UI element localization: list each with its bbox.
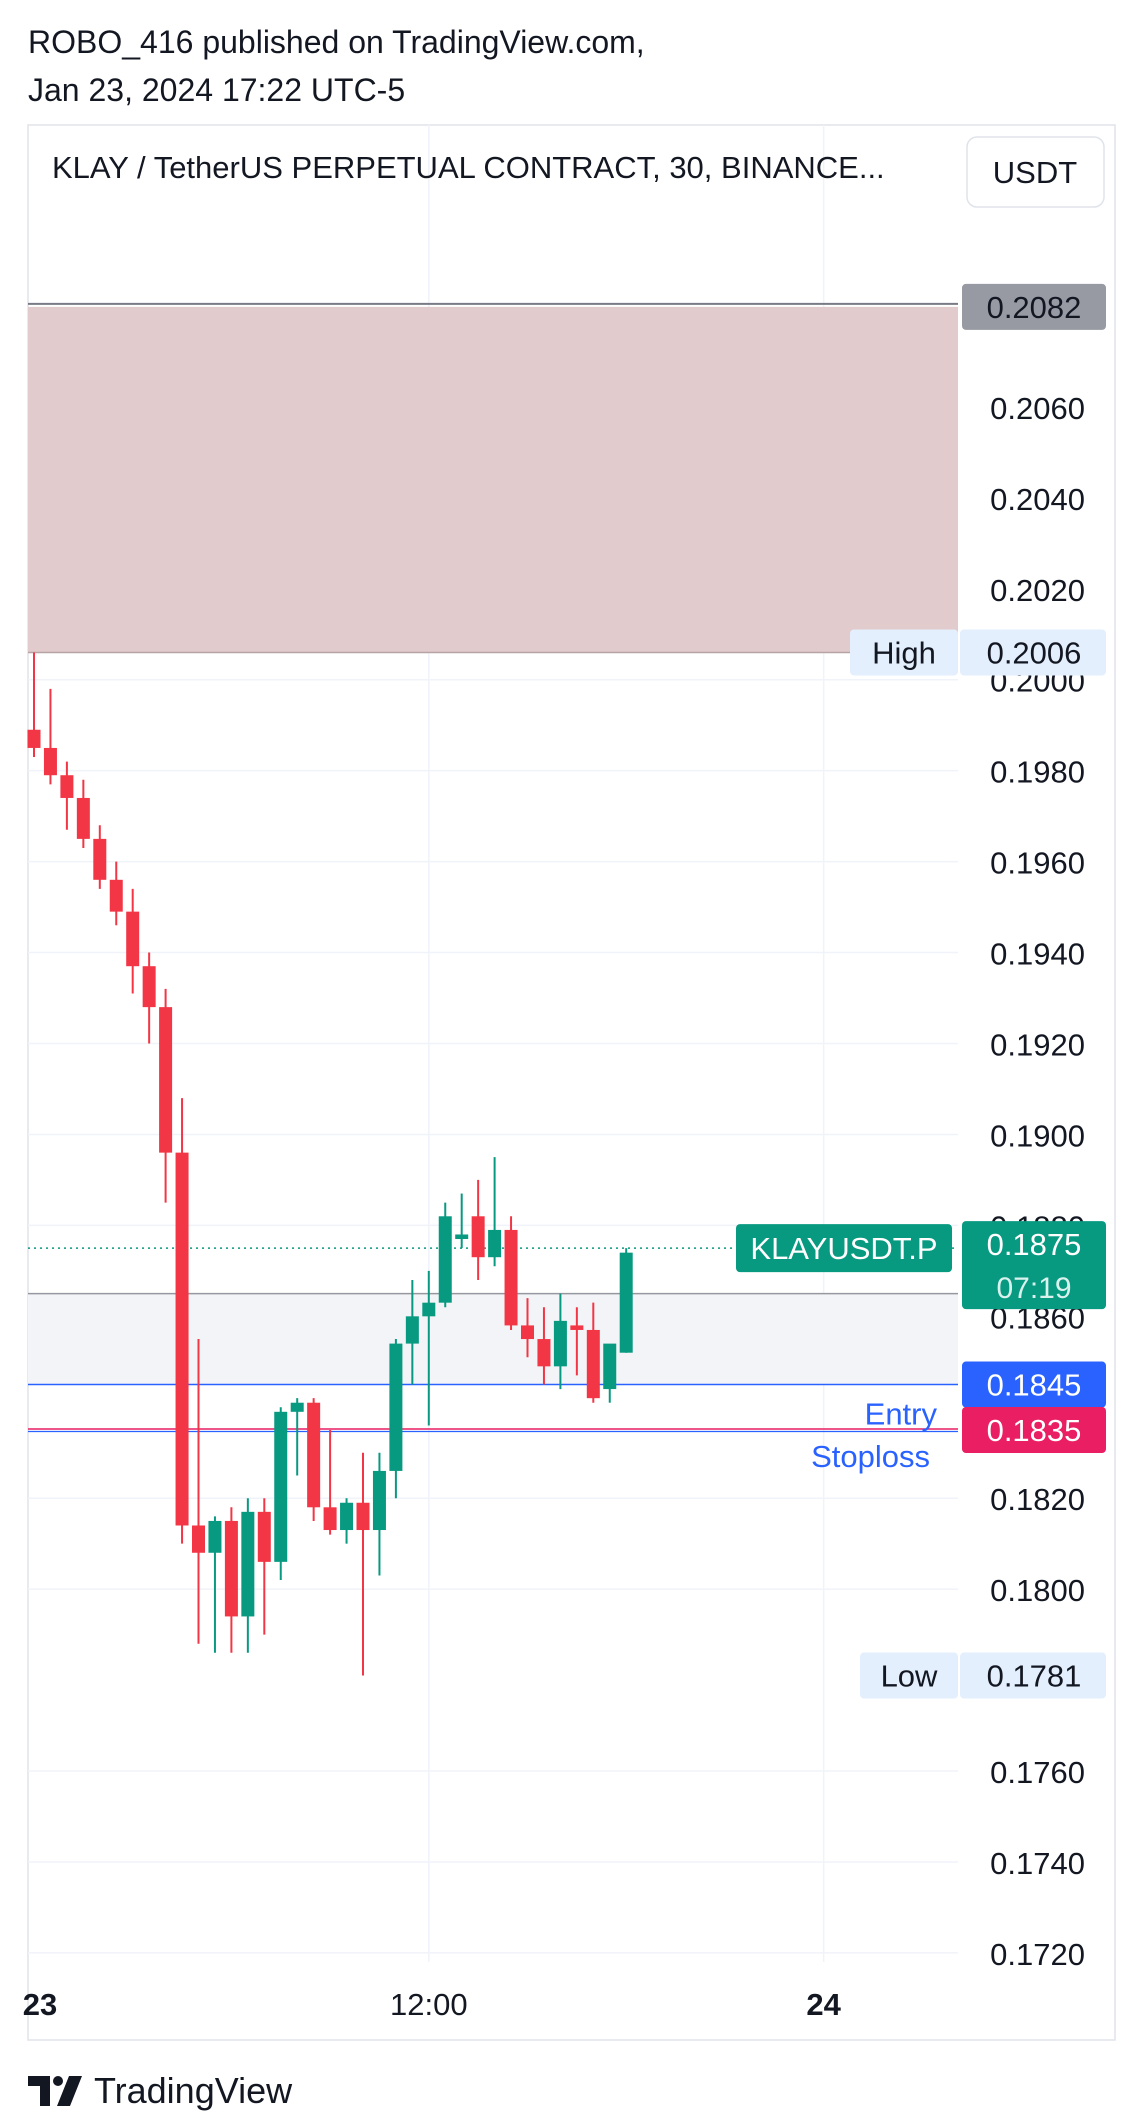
x-tick-label: 12:00: [390, 1987, 468, 2022]
stoploss-label: Stoploss: [811, 1439, 930, 1474]
y-tick-label: 0.1800: [990, 1573, 1085, 1608]
y-tick-label: 0.2060: [990, 391, 1085, 426]
time-axis: 23 12:00 24: [23, 1987, 842, 2022]
y-tick-label: 0.2040: [990, 482, 1085, 517]
candle: [619, 1252, 633, 1353]
price-label: [962, 1406, 1106, 1453]
candle: [455, 1234, 469, 1240]
candle: [192, 1525, 205, 1553]
y-tick-label: 0.1960: [990, 846, 1085, 881]
price-label: [962, 1361, 1106, 1408]
price-label: [962, 1221, 1106, 1310]
candle: [537, 1339, 551, 1367]
candle: [109, 879, 123, 912]
candle: [471, 1216, 485, 1258]
marker-value: 0.2006: [987, 635, 1082, 670]
y-tick-label: 0.1940: [990, 937, 1085, 972]
candle: [405, 1316, 419, 1344]
y-tick-label: 0.1900: [990, 1118, 1085, 1153]
candle: [389, 1343, 403, 1471]
candle: [60, 775, 74, 798]
candle: [323, 1507, 337, 1531]
candle: [175, 1152, 189, 1526]
candle: [257, 1511, 271, 1562]
symbol-label: KLAYUSDT.P: [750, 1231, 937, 1266]
price-label-value: 0.1875: [987, 1227, 1082, 1262]
marker-name-bg: [860, 1652, 958, 1699]
tradingview-brand: TradingView: [94, 2070, 293, 2111]
marker-value: 0.1781: [987, 1659, 1082, 1694]
y-tick-label: 0.2020: [990, 573, 1085, 608]
y-tick-label: 0.1920: [990, 1028, 1085, 1063]
y-tick-label: 0.1740: [990, 1846, 1085, 1881]
marker-name: High: [872, 635, 936, 670]
y-tick-label: 0.1820: [990, 1482, 1085, 1517]
candle: [93, 838, 107, 880]
chart-title: KLAY / TetherUS PERPETUAL CONTRACT, 30, …: [52, 150, 885, 185]
entry-label: Entry: [865, 1397, 938, 1432]
candle: [356, 1502, 370, 1531]
candles: [27, 652, 633, 1676]
countdown-label: 07:19: [996, 1272, 1071, 1305]
publish-date: Jan 23, 2024 17:22 UTC-5: [28, 72, 406, 108]
marker-name: Low: [881, 1659, 938, 1694]
tradingview-logo[interactable]: TradingView: [28, 2070, 292, 2112]
candle: [241, 1511, 255, 1617]
currency-button[interactable]: [966, 136, 1105, 208]
price-axis: 0.20600.20400.20200.20000.19800.19600.19…: [990, 391, 1085, 1972]
candle: [553, 1320, 567, 1367]
x-tick-label: 23: [23, 1987, 57, 2022]
candle: [126, 911, 140, 967]
candle: [159, 1007, 173, 1153]
candle: [488, 1229, 502, 1258]
y-tick-label: 0.1760: [990, 1755, 1085, 1790]
marker-name-bg: [850, 629, 958, 676]
candle: [422, 1302, 436, 1317]
candle: [570, 1325, 584, 1330]
chart-frame: [27, 124, 1116, 2041]
publisher-line: ROBO_416 published on TradingView.com,: [28, 24, 645, 60]
y-tick-label: 0.1720: [990, 1937, 1085, 1972]
candle: [27, 729, 41, 748]
candle: [274, 1411, 288, 1562]
candle: [438, 1216, 452, 1303]
price-label-value: 0.1845: [987, 1368, 1082, 1403]
candle: [307, 1402, 321, 1508]
candle: [290, 1402, 304, 1412]
candle: [372, 1470, 386, 1531]
candle: [586, 1329, 600, 1399]
symbol-label-bg: [736, 1224, 952, 1273]
candle: [340, 1502, 354, 1531]
y-tick-label: 0.1980: [990, 755, 1085, 790]
candle: [208, 1520, 222, 1553]
marker-value-bg: [960, 1652, 1106, 1699]
currency-label: USDT: [993, 155, 1077, 190]
range-box: [28, 1293, 958, 1385]
price-label-value: 0.1835: [987, 1413, 1082, 1448]
candle: [76, 797, 90, 839]
tradingview-logo-icon: [28, 2076, 82, 2106]
price-label-value: 0.2082: [987, 290, 1082, 325]
candle: [521, 1325, 534, 1340]
price-label: [962, 283, 1106, 330]
marker-value-bg: [960, 629, 1106, 676]
candle: [504, 1229, 518, 1326]
supply-zone: [28, 306, 958, 653]
candle: [142, 966, 156, 1008]
x-tick-label: 24: [806, 1987, 841, 2022]
candle: [224, 1520, 238, 1617]
candle: [603, 1343, 617, 1390]
candle: [43, 747, 57, 776]
